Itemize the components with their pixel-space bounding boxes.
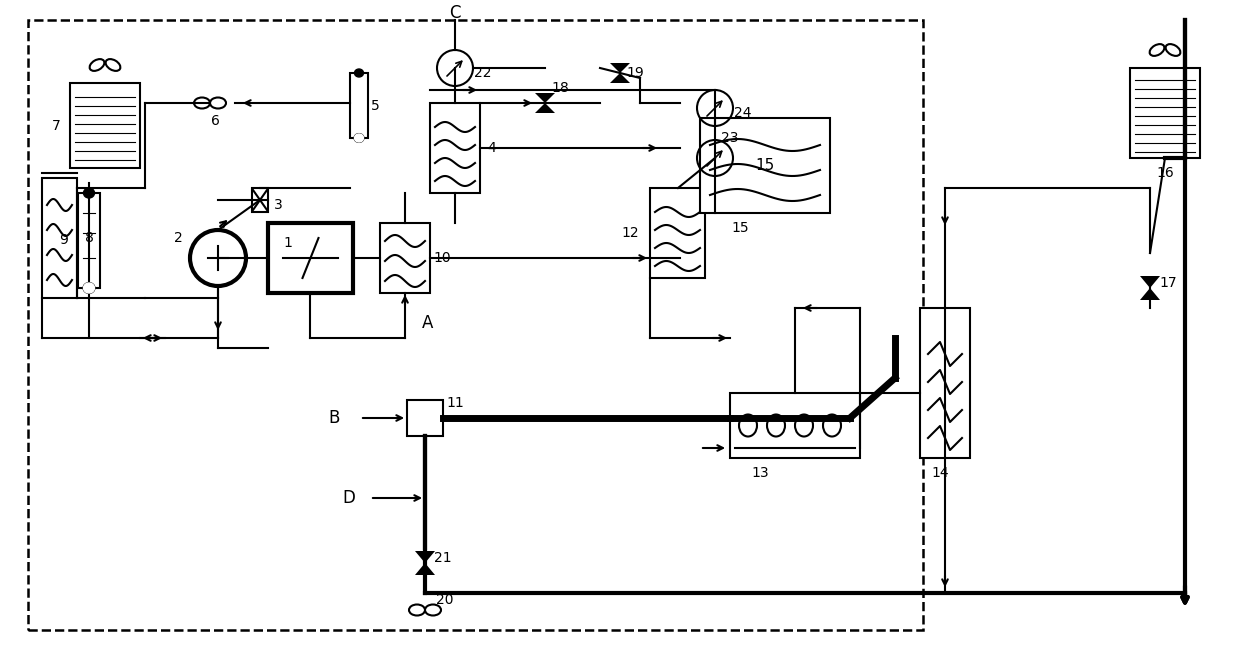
Text: 3: 3 (274, 198, 283, 212)
Text: 17: 17 (1159, 276, 1177, 290)
Bar (252, 188, 268, 212)
Text: 21: 21 (434, 551, 451, 565)
Ellipse shape (355, 134, 363, 142)
Text: 9: 9 (60, 233, 68, 248)
Text: 20: 20 (436, 593, 454, 607)
Text: 22: 22 (474, 66, 492, 80)
Text: A: A (423, 314, 434, 332)
Text: 2: 2 (174, 231, 182, 245)
Polygon shape (1140, 276, 1159, 288)
Bar (701, 118, 830, 213)
Ellipse shape (355, 69, 363, 77)
Text: 13: 13 (751, 466, 769, 480)
Bar (650, 188, 706, 278)
Text: 6: 6 (211, 114, 219, 128)
Text: 19: 19 (626, 66, 644, 80)
Text: 10: 10 (433, 251, 451, 265)
Polygon shape (534, 103, 556, 113)
Text: 18: 18 (551, 81, 569, 95)
Text: D: D (342, 489, 355, 507)
Polygon shape (610, 63, 630, 73)
Polygon shape (534, 93, 556, 103)
Text: 5: 5 (371, 98, 379, 113)
Polygon shape (610, 73, 630, 83)
Text: 4: 4 (487, 141, 496, 155)
Bar (42, 178, 77, 298)
Ellipse shape (83, 283, 94, 293)
Text: 24: 24 (734, 106, 751, 120)
Bar (430, 103, 480, 193)
Bar (730, 393, 861, 458)
Text: 11: 11 (446, 396, 464, 410)
Polygon shape (1140, 288, 1159, 300)
Bar (78, 193, 100, 288)
Text: 23: 23 (722, 131, 739, 145)
Bar (29, 20, 923, 630)
Text: 12: 12 (621, 226, 639, 240)
Text: 7: 7 (52, 119, 61, 132)
Text: 8: 8 (84, 231, 93, 245)
Bar (920, 308, 970, 458)
Text: 15: 15 (755, 158, 775, 173)
Bar (268, 223, 353, 293)
Text: 1: 1 (284, 236, 293, 250)
Text: 14: 14 (931, 466, 949, 480)
Text: C: C (449, 4, 461, 22)
Polygon shape (415, 551, 435, 563)
Text: 15: 15 (732, 221, 749, 235)
Bar (1130, 68, 1200, 158)
Bar (407, 400, 443, 436)
Text: 16: 16 (1156, 166, 1174, 180)
Bar (379, 223, 430, 293)
Bar (350, 73, 368, 138)
Bar (69, 83, 140, 168)
Text: B: B (329, 409, 340, 427)
Ellipse shape (83, 188, 94, 198)
Polygon shape (415, 563, 435, 575)
